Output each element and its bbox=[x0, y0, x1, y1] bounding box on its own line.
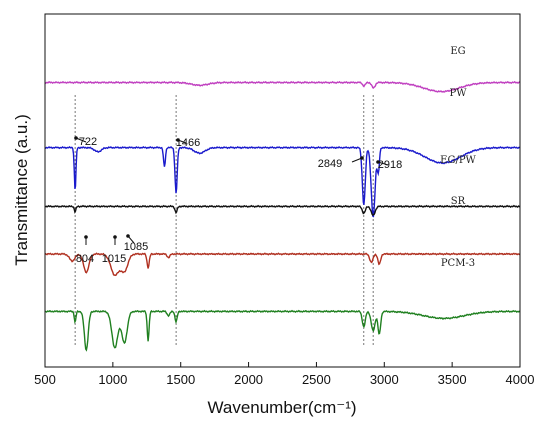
x-tick-label: 3000 bbox=[370, 372, 399, 387]
annotation-arrowhead bbox=[74, 136, 78, 140]
x-tick-label: 2000 bbox=[234, 372, 263, 387]
series-layer bbox=[44, 80, 521, 352]
x-tick-label: 2500 bbox=[302, 372, 331, 387]
peak-label: 1085 bbox=[124, 241, 148, 253]
annotation-arrowhead bbox=[113, 235, 117, 239]
series-line-3 bbox=[44, 252, 521, 277]
peak-label: 1015 bbox=[102, 253, 126, 265]
peak-label: 2849 bbox=[318, 158, 342, 170]
x-tick-label: 500 bbox=[34, 372, 56, 387]
x-tick-label: 1000 bbox=[98, 372, 127, 387]
series-label: SR bbox=[451, 196, 466, 207]
y-axis-title: Transmittance (a.u.) bbox=[12, 114, 31, 265]
annotation-arrowhead bbox=[376, 160, 380, 164]
peak-label: 2918 bbox=[378, 159, 402, 171]
x-tick-label: 1500 bbox=[166, 372, 195, 387]
reference-lines bbox=[74, 95, 374, 345]
series-line-2 bbox=[44, 204, 521, 216]
series-line-0 bbox=[44, 80, 521, 93]
annotation-arrowhead bbox=[126, 234, 130, 238]
plot-frame bbox=[44, 13, 521, 368]
series-label: PCM-3 bbox=[441, 258, 475, 269]
annotation-arrowhead bbox=[176, 138, 180, 142]
x-axis-ticks: 500 1000 1500 2000 2500 3000 3500 4000 bbox=[34, 362, 534, 387]
series-line-1 bbox=[44, 145, 521, 218]
peak-label: 804 bbox=[76, 253, 94, 265]
series-label: EG/PW bbox=[440, 155, 476, 166]
x-axis-title: Wavenumber(cm⁻¹) bbox=[207, 398, 356, 417]
peak-label: 722 bbox=[79, 136, 97, 148]
series-labels: EG PW EG/PW SR PCM-3 bbox=[440, 46, 476, 269]
series-label: PW bbox=[449, 88, 467, 99]
annotation-arrowhead bbox=[84, 235, 88, 239]
x-tick-label: 4000 bbox=[506, 372, 535, 387]
series-label: EG bbox=[450, 46, 465, 57]
series-line-4 bbox=[44, 309, 521, 352]
x-tick-label: 3500 bbox=[438, 372, 467, 387]
annotation-arrowhead bbox=[360, 156, 364, 160]
peak-label: 1466 bbox=[176, 137, 200, 149]
